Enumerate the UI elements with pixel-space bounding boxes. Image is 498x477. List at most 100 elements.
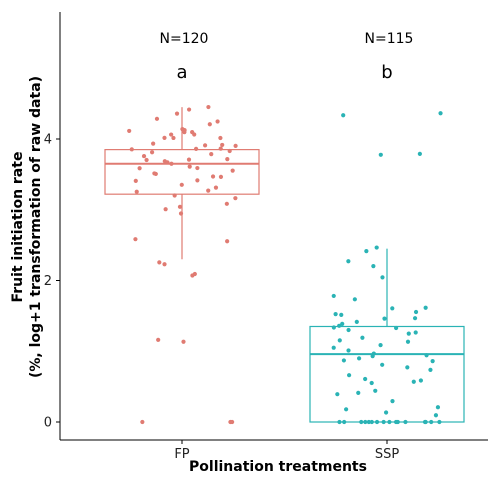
- data-point: [412, 316, 418, 321]
- data-point: [378, 342, 383, 348]
- data-point: [394, 325, 399, 331]
- data-point: [356, 390, 361, 395]
- data-point: [171, 135, 176, 141]
- data-point: [378, 152, 383, 157]
- data-point: [423, 305, 428, 310]
- data-point: [151, 141, 156, 146]
- data-point: [156, 337, 161, 342]
- data-point: [342, 419, 347, 425]
- data-point: [182, 130, 187, 135]
- data-point: [141, 153, 147, 159]
- data-point: [209, 152, 214, 157]
- n-label: N=115: [365, 31, 414, 47]
- data-point: [137, 166, 142, 171]
- data-point: [181, 339, 186, 344]
- data-point: [371, 264, 376, 269]
- data-point: [230, 419, 235, 425]
- data-point: [153, 171, 158, 177]
- data-point: [210, 174, 216, 179]
- data-point: [339, 312, 344, 317]
- y-axis-title-line1: Fruit initiation rate: [10, 152, 26, 303]
- box-ssp: [309, 325, 465, 423]
- data-point: [363, 376, 368, 382]
- data-point: [178, 211, 184, 216]
- data-point: [380, 362, 385, 367]
- data-point: [406, 331, 411, 336]
- data-point: [433, 413, 439, 418]
- data-point: [187, 164, 192, 169]
- x-axis-title: Pollination treatments: [189, 459, 367, 475]
- data-point: [382, 316, 387, 321]
- n-label: N=120: [160, 31, 209, 47]
- data-point: [333, 312, 338, 317]
- data-point: [418, 378, 423, 383]
- significance-letter: a: [176, 62, 187, 83]
- data-point: [207, 122, 212, 127]
- data-point: [331, 293, 336, 299]
- data-point: [195, 165, 200, 171]
- data-point: [346, 259, 351, 264]
- data-point: [360, 335, 365, 340]
- box-fp: [104, 149, 260, 195]
- data-point: [144, 157, 149, 163]
- data-point: [230, 168, 235, 173]
- data-point: [373, 388, 378, 393]
- data-point: [225, 157, 230, 162]
- data-point: [337, 338, 342, 343]
- data-point: [215, 119, 220, 124]
- data-point: [225, 239, 230, 244]
- data-point: [140, 419, 145, 425]
- data-point: [346, 348, 351, 353]
- data-point: [169, 132, 174, 137]
- data-point: [233, 196, 238, 201]
- data-point: [133, 237, 138, 242]
- data-point: [346, 327, 351, 333]
- data-point: [227, 148, 232, 154]
- data-point: [417, 151, 422, 156]
- data-point: [186, 157, 192, 162]
- data-point: [340, 321, 345, 326]
- data-point: [335, 392, 340, 397]
- data-point: [411, 379, 416, 384]
- data-point: [218, 135, 223, 141]
- significance-letter: b: [381, 62, 392, 83]
- data-point: [383, 410, 389, 415]
- data-point: [206, 188, 211, 193]
- data-point: [347, 373, 352, 378]
- data-point: [134, 189, 139, 194]
- data-point: [177, 204, 183, 209]
- x-tick-label: FP: [174, 447, 189, 462]
- data-point: [190, 273, 195, 278]
- data-point: [430, 359, 435, 364]
- data-point: [149, 150, 155, 155]
- data-point: [218, 146, 223, 151]
- data-point: [356, 356, 362, 361]
- data-point: [174, 111, 180, 116]
- data-point: [370, 354, 375, 359]
- data-point: [157, 260, 162, 265]
- y-tick-label: 4: [44, 133, 52, 148]
- y-tick-label: 2: [44, 274, 52, 289]
- data-point: [374, 419, 380, 425]
- data-point: [331, 325, 336, 330]
- data-point: [405, 339, 411, 344]
- data-point: [220, 142, 225, 148]
- data-point: [354, 319, 359, 324]
- data-point: [172, 193, 177, 198]
- data-point: [202, 143, 208, 148]
- data-point: [127, 128, 132, 134]
- data-point: [163, 207, 168, 212]
- annotations: N=120 a N=115 b: [160, 31, 414, 83]
- data-point: [233, 143, 238, 148]
- data-point: [369, 419, 374, 425]
- data-point: [337, 419, 342, 425]
- data-point: [162, 262, 167, 267]
- data-point: [374, 245, 379, 250]
- data-point: [213, 185, 219, 190]
- data-point: [165, 160, 170, 165]
- points: [127, 104, 443, 425]
- data-point: [380, 275, 385, 280]
- data-point: [387, 419, 392, 425]
- data-point: [364, 249, 369, 254]
